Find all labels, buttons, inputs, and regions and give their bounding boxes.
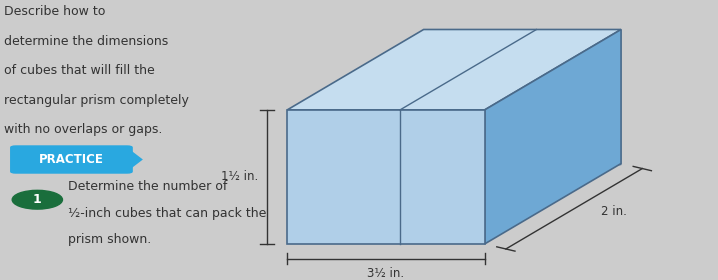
Text: 1: 1: [33, 193, 42, 206]
Text: PRACTICE: PRACTICE: [39, 153, 104, 166]
Text: with no overlaps or gaps.: with no overlaps or gaps.: [4, 123, 162, 136]
Circle shape: [12, 190, 62, 209]
Polygon shape: [127, 148, 143, 172]
Text: of cubes that will fill the: of cubes that will fill the: [4, 64, 154, 77]
Text: determine the dimensions: determine the dimensions: [4, 35, 168, 48]
Text: 2 in.: 2 in.: [601, 205, 627, 218]
Polygon shape: [485, 29, 621, 244]
Text: Determine the number of: Determine the number of: [68, 180, 228, 193]
Polygon shape: [287, 29, 621, 110]
Polygon shape: [287, 110, 485, 244]
FancyBboxPatch shape: [10, 145, 133, 174]
Text: 3½ in.: 3½ in.: [368, 267, 404, 280]
Text: Describe how to: Describe how to: [4, 5, 105, 18]
Text: 1½ in.: 1½ in.: [220, 171, 258, 183]
Text: prism shown.: prism shown.: [68, 234, 151, 246]
Text: ½-inch cubes that can pack the: ½-inch cubes that can pack the: [68, 207, 266, 220]
Text: rectangular prism completely: rectangular prism completely: [4, 94, 188, 107]
